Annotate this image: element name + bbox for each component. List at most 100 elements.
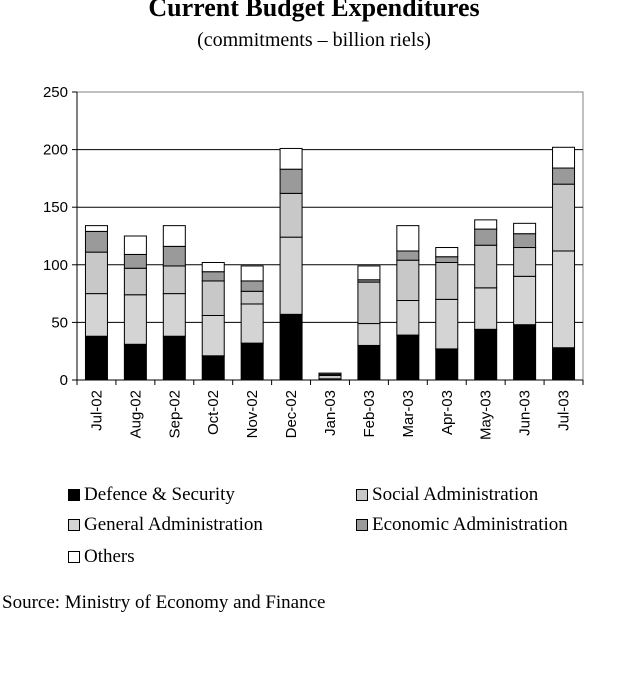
bar-segment [162, 265, 186, 295]
bar-segment [396, 300, 420, 336]
bar-segment [84, 230, 108, 253]
x-tick-label: Jun-03 [517, 390, 534, 436]
bar-segment [552, 183, 576, 252]
legend-swatch [68, 489, 80, 501]
legend-label: Economic Administration [372, 514, 568, 535]
bar-segment [84, 335, 108, 381]
bar-segment [240, 342, 264, 381]
bar-segment [201, 261, 225, 273]
bar-segment [318, 374, 342, 380]
y-tick-label: 100 [43, 257, 68, 274]
bar-segment [240, 303, 264, 344]
bar-segment [318, 372, 342, 375]
chart-subtitle: (commitments – billion riels) [197, 29, 431, 51]
bar-segment [435, 256, 459, 263]
bar-segment [240, 280, 264, 292]
bar-segment [396, 259, 420, 302]
bar-segment [357, 323, 381, 346]
legend-item-economic-administration: Economic Administration [356, 514, 568, 536]
x-tick-label: Nov-02 [244, 390, 261, 438]
legend-swatch [356, 519, 368, 531]
legend-label: Social Administration [372, 484, 539, 505]
x-tick-label: Dec-02 [283, 390, 300, 438]
bar-segment [513, 247, 537, 277]
legend-swatch [68, 519, 80, 531]
bar-segment [474, 219, 498, 230]
legend-swatch [68, 551, 80, 563]
bar-segment [474, 244, 498, 289]
bar-segment [396, 334, 420, 381]
legend-item-social-administration: Social Administration [356, 484, 538, 506]
bar-segment [474, 287, 498, 330]
bar-segment [357, 344, 381, 381]
y-tick-label: 150 [43, 199, 68, 216]
bar-segment [474, 228, 498, 246]
x-tick-label: Jul-03 [556, 390, 573, 431]
bar-segment [84, 293, 108, 337]
legend-label: Defence & Security [84, 484, 235, 505]
x-tick-label: Aug-02 [127, 390, 144, 438]
x-tick-label: Jul-02 [88, 390, 105, 431]
bar-segment [84, 251, 108, 295]
x-tick-label: May-03 [478, 390, 495, 440]
bar-segment [162, 225, 186, 247]
bar-segment [279, 168, 303, 194]
y-tick-label: 200 [43, 142, 68, 159]
bar-segment [279, 192, 303, 238]
source-note: Source: Ministry of Economy and Finance [2, 592, 326, 613]
legend-item-defence-security: Defence & Security [68, 484, 235, 506]
bar-segment [279, 313, 303, 381]
x-tick-label: Jan-03 [322, 390, 339, 436]
chart-title: Current Budget Expenditures [148, 0, 480, 22]
bar-segment [123, 294, 147, 345]
stacked-bar-chart: 0 50 100 150 200 250 Jul-02 Aug-02 Sep-02 Oct-02 N… [43, 84, 584, 440]
legend-label: Others [84, 546, 135, 567]
bar-segment [201, 271, 225, 282]
bar-segment [240, 290, 264, 305]
x-tick-label: Oct-02 [205, 390, 222, 435]
bar-segment [513, 222, 537, 235]
bar-segment [240, 265, 264, 282]
legend-swatch [356, 489, 368, 501]
bar-segment [162, 245, 186, 267]
bar-segment [201, 280, 225, 316]
y-tick-label: 0 [60, 372, 68, 389]
bar-segment [162, 335, 186, 381]
x-tick-label: Sep-02 [166, 390, 183, 438]
bar-segment [396, 225, 420, 252]
bar-segment [396, 250, 420, 261]
bar-segment [123, 235, 147, 255]
legend-label: General Administration [84, 514, 263, 535]
bar-segment [552, 347, 576, 381]
bar-segment [435, 247, 459, 258]
plot-area [76, 91, 584, 381]
legend-item-general-administration: General Administration [68, 514, 263, 536]
bar-segment [513, 233, 537, 249]
bar-segment [513, 324, 537, 381]
bar-segment [474, 328, 498, 381]
y-tick-label: 50 [51, 314, 68, 331]
bar-segment [552, 250, 576, 349]
x-tick-label: Apr-03 [439, 390, 456, 435]
x-tick-label: Feb-03 [361, 390, 378, 438]
bar-segment [84, 225, 108, 232]
bar-segment [123, 253, 147, 269]
bar-segment [279, 147, 303, 170]
bar-segment [552, 167, 576, 185]
bar-segment [552, 146, 576, 169]
bar-segment [357, 281, 381, 325]
bar-segment [357, 265, 381, 281]
bar-segment [513, 275, 537, 326]
y-tick-label: 250 [43, 84, 68, 101]
bar-segment [201, 355, 225, 381]
legend-item-others: Others [68, 546, 135, 568]
bar-segment [435, 348, 459, 381]
bar-segment [123, 267, 147, 296]
bar-segment [279, 236, 303, 315]
bar-segment [435, 298, 459, 350]
bar-segment [162, 293, 186, 337]
bar-segment [201, 314, 225, 357]
bar-segment [123, 343, 147, 381]
x-tick-label: Mar-03 [400, 390, 417, 438]
bar-segment [435, 261, 459, 300]
